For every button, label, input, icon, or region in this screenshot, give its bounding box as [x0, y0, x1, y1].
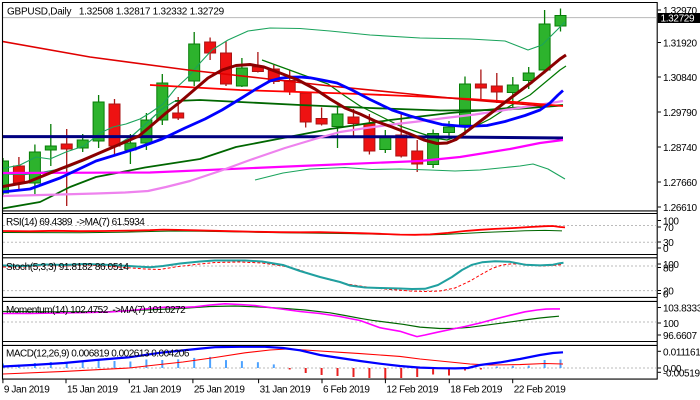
svg-text:6 Feb 2019: 6 Feb 2019	[323, 385, 370, 396]
svg-text:21 Jan 2019: 21 Jan 2019	[130, 385, 181, 396]
svg-text:100: 100	[663, 319, 679, 330]
svg-text:100: 100	[663, 217, 679, 228]
svg-text:MACD(12,26,9) 0.006819 0.00261: MACD(12,26,9) 0.006819 0.002613 0.004206	[6, 349, 190, 360]
svg-text:15 Jan 2019: 15 Jan 2019	[67, 385, 118, 396]
svg-text:103.8333: 103.8333	[663, 304, 700, 315]
svg-text:RSI(14) 69.4389 ->MA(7) 61.59: RSI(14) 69.4389 ->MA(7) 61.5934	[6, 217, 145, 228]
svg-text:1.27660: 1.27660	[663, 178, 697, 189]
svg-text:18 Feb 2019: 18 Feb 2019	[450, 385, 503, 396]
svg-text:-0.005191: -0.005191	[663, 368, 700, 379]
svg-text:1.30840: 1.30840	[663, 73, 697, 84]
svg-text:80: 80	[663, 264, 674, 275]
svg-text:1.32729: 1.32729	[661, 13, 695, 24]
svg-text:1.29790: 1.29790	[663, 108, 697, 119]
svg-text:1.26610: 1.26610	[663, 203, 697, 214]
svg-text:96.6607: 96.6607	[663, 331, 697, 342]
svg-text:70: 70	[663, 223, 674, 234]
svg-text:31 Jan 2019: 31 Jan 2019	[260, 385, 311, 396]
svg-text:GBPUSD,Daily 1.32508 1.32817: GBPUSD,Daily 1.32508 1.32817 1.32332 1.3…	[7, 6, 225, 17]
svg-text:12 Feb 2019: 12 Feb 2019	[386, 385, 439, 396]
svg-text:100: 100	[663, 260, 679, 271]
svg-text:25 Jan 2019: 25 Jan 2019	[194, 385, 245, 396]
svg-text:0.00: 0.00	[663, 364, 682, 375]
svg-text:0.011161: 0.011161	[663, 347, 700, 358]
svg-text:1.31920: 1.31920	[663, 39, 697, 50]
svg-text:0: 0	[663, 244, 669, 255]
svg-text:Stoch(5,3,3) 91.8182 86.0514: Stoch(5,3,3) 91.8182 86.0514	[6, 262, 129, 273]
svg-text:1.32970: 1.32970	[663, 6, 697, 17]
svg-text:20: 20	[663, 287, 674, 298]
svg-text:30: 30	[663, 238, 674, 249]
svg-text:9 Jan 2019: 9 Jan 2019	[4, 385, 50, 396]
svg-text:22 Feb 2019: 22 Feb 2019	[514, 385, 567, 396]
svg-text:1.28740: 1.28740	[663, 143, 697, 154]
svg-text:Momentum(14) 102.4752 ->MA(7): Momentum(14) 102.4752 ->MA(7) 101.0272	[6, 305, 186, 316]
svg-text:0: 0	[663, 290, 669, 301]
